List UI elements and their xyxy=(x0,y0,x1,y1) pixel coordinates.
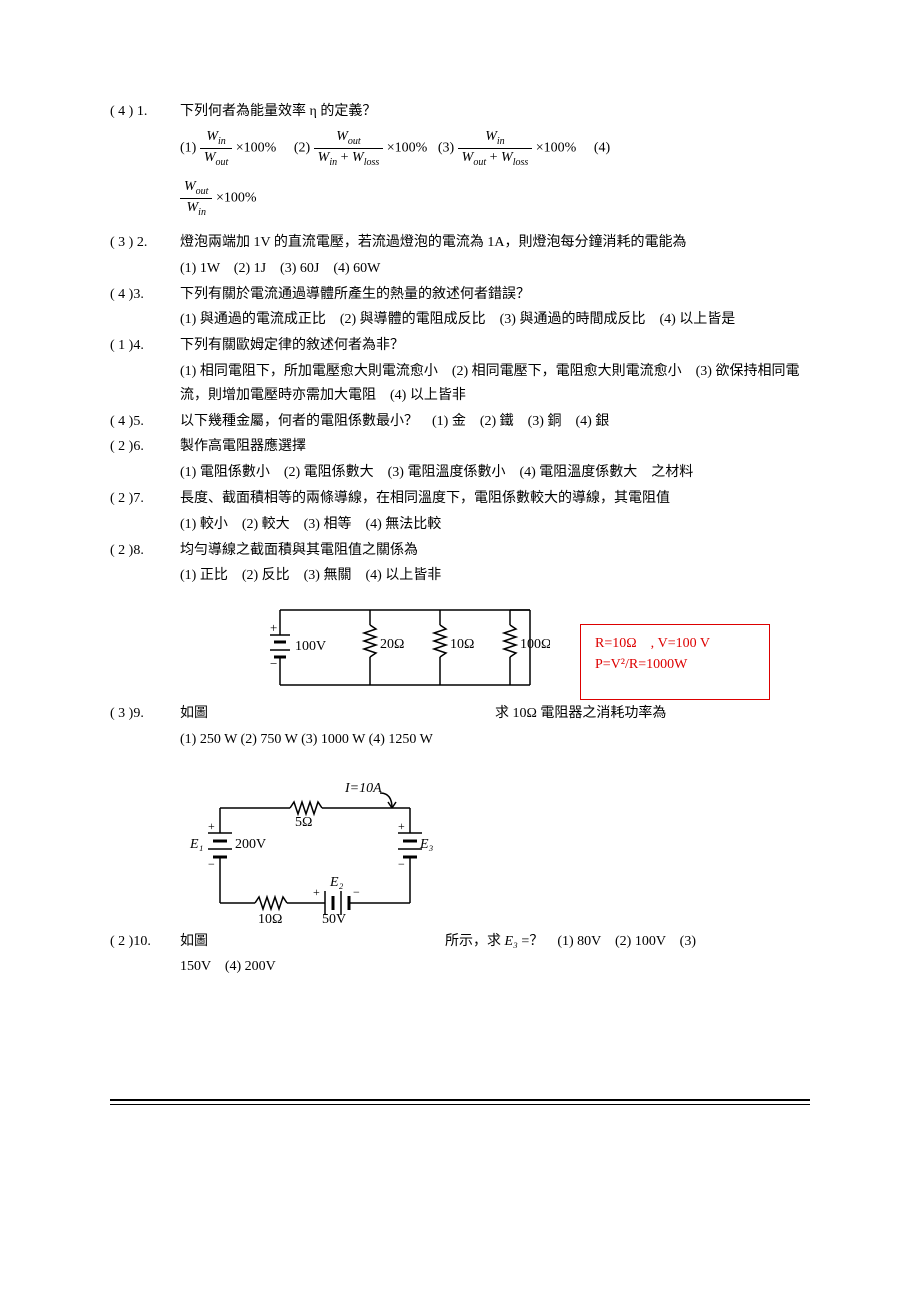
question-6: ( 2 )6. 製作高電阻器應選擇 (1) 電阻係數小 (2) 電阻係數大 (3… xyxy=(110,435,810,485)
q1-opt3-label: (3) xyxy=(438,140,454,155)
q6-options: (1) 電阻係數小 (2) 電阻係數大 (3) 電阻溫度係數小 (4) 電阻溫度… xyxy=(180,461,810,485)
question-1: ( 4 ) 1. 下列何者為能量效率 η 的定義？ (1) Win Wout ×… xyxy=(110,100,810,229)
q9-post: 求 10Ω 電阻器之消耗功率為 xyxy=(495,706,666,721)
q9-circuit-diagram: + − 100V 20Ω 10Ω 100Ω xyxy=(250,590,550,700)
footer-rule xyxy=(110,1099,810,1105)
svg-text:E₂: E₂ xyxy=(329,875,344,890)
q5-number: ( 4 )5. xyxy=(110,410,180,434)
svg-text:20Ω: 20Ω xyxy=(380,637,404,652)
q3-number: ( 4 )3. xyxy=(110,283,180,333)
question-3: ( 4 )3. 下列有關於電流通過導體所產生的熱量的敘述何者錯誤？ (1) 與通… xyxy=(110,283,810,333)
q1-opt2-post: ×100% xyxy=(387,140,428,155)
q1-opt2-fraction: Wout Win + Wloss xyxy=(314,128,384,169)
svg-text:−: − xyxy=(398,857,405,871)
q9-hint-box: R=10Ω , V=100 V P=V²/R=1000W xyxy=(580,624,770,700)
q1-opt4-post: ×100% xyxy=(216,191,257,206)
q8-options: (1) 正比 (2) 反比 (3) 無關 (4) 以上皆非 xyxy=(180,564,810,588)
q1-opt3-fraction: Win Wout + Wloss xyxy=(458,128,533,169)
q9-body: 如圖 求 10Ω 電阻器之消耗功率為 (1) 250 W (2) 750 W (… xyxy=(180,702,810,752)
svg-text:10Ω: 10Ω xyxy=(450,637,474,652)
q10-pre: 如圖 xyxy=(180,934,208,949)
q3-text: 下列有關於電流通過導體所產生的熱量的敘述何者錯誤？ xyxy=(180,283,810,307)
question-10: ( 2 )10. 如圖 所示，求 E₃ =？ (1) 80V (2) 100V … xyxy=(110,930,810,980)
svg-text:−: − xyxy=(270,656,277,671)
q8-text: 均勻導線之截面積與其電阻值之關係為 xyxy=(180,539,810,563)
q10-line2: 150V (4) 200V xyxy=(180,955,810,979)
q1-opt1-fraction: Win Wout xyxy=(200,128,232,169)
question-10-circuit-row: I=10A 5Ω E₁ 200V + − E₃ + − E₂ + − 50V 1… xyxy=(110,754,810,928)
svg-text:E₁: E₁ xyxy=(189,837,203,852)
question-5: ( 4 )5. 以下幾種金屬，何者的電阻係數最小？ (1) 金 (2) 鐵 (3… xyxy=(110,410,810,434)
q10-post-b: =？ (1) 80V (2) 100V (3) xyxy=(518,934,696,949)
svg-text:−: − xyxy=(353,885,360,899)
svg-text:+: + xyxy=(208,819,215,833)
q1-text: 下列何者為能量效率 η 的定義？ xyxy=(180,100,810,124)
q1-opt1-post: ×100% xyxy=(236,140,277,155)
q7-text: 長度、截面積相等的兩條導線，在相同溫度下，電阻係數較大的導線，其電阻值 xyxy=(180,487,810,511)
q9-hint-line1: R=10Ω , V=100 V xyxy=(595,633,755,654)
q10-circuit-diagram: I=10A 5Ω E₁ 200V + − E₃ + − E₂ + − 50V 1… xyxy=(180,778,460,928)
svg-text:+: + xyxy=(313,885,320,899)
question-9: ( 3 )9. 如圖 求 10Ω 電阻器之消耗功率為 (1) 250 W (2)… xyxy=(110,702,810,752)
q6-text: 製作高電阻器應選擇 xyxy=(180,435,810,459)
q1-opt2-label: (2) xyxy=(294,140,310,155)
q4-text: 下列有關歐姆定律的敘述何者為非？ xyxy=(180,334,810,358)
q1-opt3-post: ×100% xyxy=(536,140,577,155)
svg-text:50V: 50V xyxy=(322,912,346,927)
svg-text:200V: 200V xyxy=(235,837,266,852)
question-4: ( 1 )4. 下列有關歐姆定律的敘述何者為非？ (1) 相同電阻下，所加電壓愈… xyxy=(110,334,810,407)
q8-body: 均勻導線之截面積與其電阻值之關係為 (1) 正比 (2) 反比 (3) 無關 (… xyxy=(180,539,810,589)
q6-number: ( 2 )6. xyxy=(110,435,180,485)
q5-text: 以下幾種金屬，何者的電阻係數最小？ (1) 金 (2) 鐵 (3) 銅 (4) … xyxy=(180,410,810,434)
q10-e3: E₃ xyxy=(505,934,518,949)
q10-number: ( 2 )10. xyxy=(110,930,180,980)
q7-options: (1) 較小 (2) 較大 (3) 相等 (4) 無法比較 xyxy=(180,513,810,537)
question-8: ( 2 )8. 均勻導線之截面積與其電阻值之關係為 (1) 正比 (2) 反比 … xyxy=(110,539,810,589)
question-2: ( 3 ) 2. 燈泡兩端加 1V 的直流電壓，若流過燈泡的電流為 1A，則燈泡… xyxy=(110,231,810,281)
q2-options: (1) 1W (2) 1J (3) 60J (4) 60W xyxy=(180,257,810,281)
q1-body: 下列何者為能量效率 η 的定義？ (1) Win Wout ×100% (2) … xyxy=(180,100,810,229)
q7-number: ( 2 )7. xyxy=(110,487,180,537)
q6-body: 製作高電阻器應選擇 (1) 電阻係數小 (2) 電阻係數大 (3) 電阻溫度係數… xyxy=(180,435,810,485)
q10-body: 如圖 所示，求 E₃ =？ (1) 80V (2) 100V (3) 150V … xyxy=(180,930,810,980)
q2-body: 燈泡兩端加 1V 的直流電壓，若流過燈泡的電流為 1A，則燈泡每分鐘消耗的電能為… xyxy=(180,231,810,281)
q9-pre: 如圖 xyxy=(180,706,208,721)
q4-body: 下列有關歐姆定律的敘述何者為非？ (1) 相同電阻下，所加電壓愈大則電流愈小 (… xyxy=(180,334,810,407)
q9-options: (1) 250 W (2) 750 W (3) 1000 W (4) 1250 … xyxy=(180,728,810,752)
svg-text:100Ω: 100Ω xyxy=(520,637,550,652)
q1-number: ( 4 ) 1. xyxy=(110,100,180,229)
q7-body: 長度、截面積相等的兩條導線，在相同溫度下，電阻係數較大的導線，其電阻值 (1) … xyxy=(180,487,810,537)
q10-post-a: 所示，求 xyxy=(445,934,505,949)
svg-text:10Ω: 10Ω xyxy=(258,912,282,927)
q2-text: 燈泡兩端加 1V 的直流電壓，若流過燈泡的電流為 1A，則燈泡每分鐘消耗的電能為 xyxy=(180,231,810,255)
q9-hint-line2: P=V²/R=1000W xyxy=(595,654,755,675)
svg-text:E₃: E₃ xyxy=(419,837,434,852)
q3-body: 下列有關於電流通過導體所產生的熱量的敘述何者錯誤？ (1) 與通過的電流成正比 … xyxy=(180,283,810,333)
svg-text:+: + xyxy=(270,620,277,635)
question-7: ( 2 )7. 長度、截面積相等的兩條導線，在相同溫度下，電阻係數較大的導線，其… xyxy=(110,487,810,537)
svg-text:I=10A: I=10A xyxy=(344,781,382,796)
svg-text:−: − xyxy=(208,857,215,871)
q1-options-row1: (1) Win Wout ×100% (2) Wout Win + Wloss … xyxy=(180,128,810,169)
svg-text:5Ω: 5Ω xyxy=(295,815,312,830)
q4-options: (1) 相同電阻下，所加電壓愈大則電流愈小 (2) 相同電壓下，電阻愈大則電流愈… xyxy=(180,360,810,408)
q1-opt4-label: (4) xyxy=(594,140,610,155)
q5-body: 以下幾種金屬，何者的電阻係數最小？ (1) 金 (2) 鐵 (3) 銅 (4) … xyxy=(180,410,810,434)
q1-opt1-label: (1) xyxy=(180,140,196,155)
svg-text:100V: 100V xyxy=(295,639,326,654)
q1-opt4-fraction: Wout Win xyxy=(180,178,212,219)
q3-options: (1) 與通過的電流成正比 (2) 與導體的電阻成反比 (3) 與通過的時間成反… xyxy=(180,308,810,332)
question-9-circuit-row: + − 100V 20Ω 10Ω 100Ω xyxy=(110,590,810,700)
q2-number: ( 3 ) 2. xyxy=(110,231,180,281)
q8-number: ( 2 )8. xyxy=(110,539,180,589)
q4-number: ( 1 )4. xyxy=(110,334,180,407)
svg-text:+: + xyxy=(398,819,405,833)
q1-options-row2: Wout Win ×100% xyxy=(180,178,810,219)
q9-number: ( 3 )9. xyxy=(110,702,180,752)
